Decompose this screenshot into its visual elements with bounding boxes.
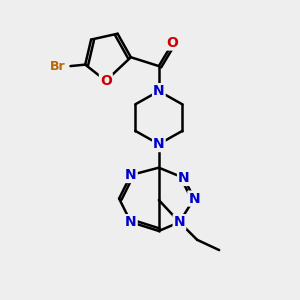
Text: N: N <box>188 192 200 206</box>
Text: O: O <box>166 35 178 50</box>
Text: Br: Br <box>50 60 65 73</box>
Text: N: N <box>125 215 137 229</box>
Text: N: N <box>125 168 137 182</box>
Text: N: N <box>178 171 190 185</box>
Text: N: N <box>153 84 165 98</box>
Text: O: O <box>100 74 112 88</box>
Text: N: N <box>174 215 185 229</box>
Text: N: N <box>153 137 165 151</box>
